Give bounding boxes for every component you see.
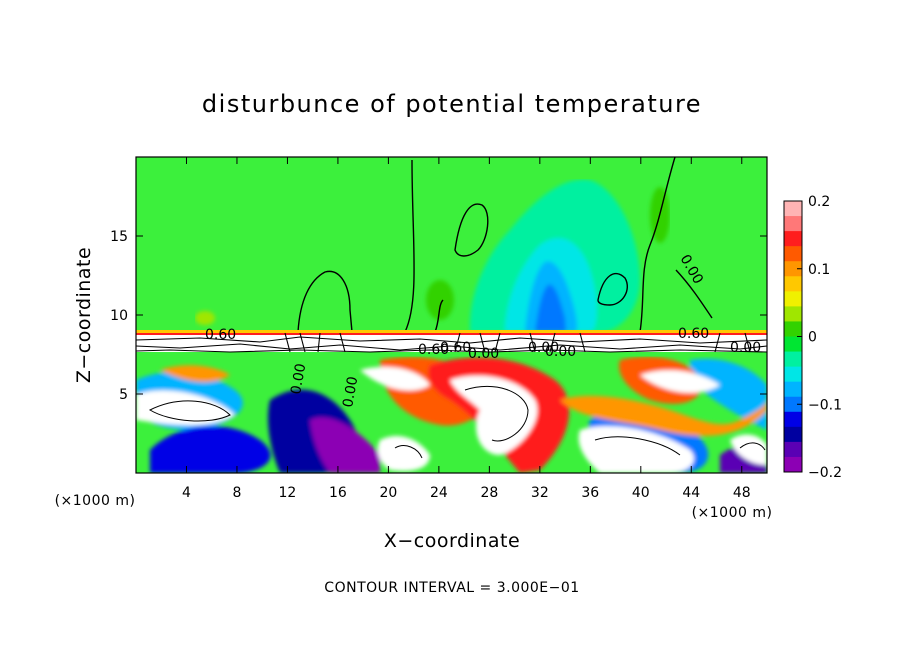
upper-coldest-core	[535, 284, 566, 332]
x-tick-label: 20	[379, 485, 397, 501]
y-axis-label: Z−coordinate	[73, 247, 95, 383]
eddy-cold	[150, 426, 271, 473]
eddy-cold	[690, 358, 767, 430]
upper-warm-patch	[426, 280, 454, 320]
x-unit-right: (×1000 m)	[692, 505, 773, 521]
colorbar-tick-label: 0	[808, 330, 817, 346]
eddy-neutral	[377, 435, 430, 472]
eddy-neutral	[136, 390, 235, 425]
contour-line	[136, 349, 767, 353]
colorbar-swatch	[784, 456, 802, 473]
upper-warm-patch	[195, 311, 215, 325]
eddy-warm	[160, 365, 230, 382]
contour-interval-note: CONTOUR INTERVAL = 3.000E−01	[324, 580, 579, 596]
x-unit-left: (×1000 m)	[55, 493, 136, 509]
colorbar-swatch	[784, 396, 802, 413]
y-axis-ticks: 5 10 15	[110, 229, 767, 403]
colorbar-swatch	[784, 426, 802, 443]
x-tick-label: 48	[733, 485, 751, 501]
contour-line	[394, 445, 423, 459]
interface-band	[136, 330, 767, 333]
chart-title: disturbunce of potential temperature	[202, 90, 702, 118]
eddy-neutral	[640, 370, 720, 393]
eddy-warm	[560, 395, 767, 436]
colorbar-swatch	[784, 366, 802, 383]
y-tick-label: 10	[110, 308, 128, 324]
colorbar-swatch	[784, 216, 802, 232]
contour-line	[739, 442, 766, 451]
contour-label: 0.00	[545, 344, 576, 360]
x-tick-label: 32	[531, 485, 549, 501]
contour-line	[136, 336, 767, 344]
contour-line	[639, 157, 676, 333]
contour-line	[284, 332, 751, 353]
y-tick-label: 5	[119, 387, 128, 403]
colorbar-ticks: 0.2 0.1 0 −0.1 −0.2	[797, 194, 842, 481]
colorbar-swatch	[784, 351, 802, 368]
x-axis-ticks: 4 8 12 16 20 24 28 32 36 40 44 48	[182, 157, 751, 501]
interface-band	[136, 333, 767, 335]
colorbar-swatch	[784, 441, 802, 458]
colorbar-swatch	[784, 306, 802, 322]
contour-line	[297, 270, 353, 333]
plot-area: 0.60 0.00 0.00 0.60 0.60 0.00 0.00 0.00 …	[136, 157, 767, 473]
contour-label: 0.60	[678, 326, 709, 342]
y-tick-label: 15	[110, 229, 128, 245]
contour-label: 0.00	[528, 340, 559, 356]
contour-label: 0.60	[440, 340, 471, 356]
x-tick-label: 24	[430, 485, 448, 501]
colorbar-swatch	[784, 321, 802, 337]
contour-label: 0.00	[340, 375, 361, 408]
contour-label: 0.00	[468, 346, 499, 362]
x-tick-label: 16	[329, 485, 347, 501]
contour-line	[594, 436, 681, 456]
contour-line	[675, 269, 713, 319]
contour-label: 0.00	[288, 362, 309, 395]
colorbar-swatch	[784, 381, 802, 398]
contour-line	[148, 400, 231, 422]
contour-line	[136, 343, 767, 351]
colorbar-tick-label: 0.1	[808, 262, 830, 278]
contour-label: 0.60	[418, 342, 449, 358]
colorbar-tick-label: −0.1	[808, 397, 842, 413]
contour-label: 0.00	[730, 340, 761, 356]
eddy-neutral	[360, 366, 430, 391]
eddy-neutral	[730, 434, 767, 465]
contour-line	[597, 273, 628, 306]
contour-line	[404, 159, 415, 333]
eddy-neutral	[450, 375, 538, 455]
x-axis-label: X−coordinate	[384, 530, 520, 552]
x-tick-label: 12	[279, 485, 297, 501]
x-tick-label: 4	[182, 485, 191, 501]
contour-line	[454, 203, 489, 257]
colorbar-swatch	[784, 261, 802, 277]
x-tick-label: 44	[682, 485, 700, 501]
colorbar-swatch	[784, 231, 802, 247]
colorbar-swatch	[784, 411, 802, 428]
contour-label: 0.60	[205, 327, 236, 343]
x-tick-label: 40	[632, 485, 650, 501]
x-tick-label: 8	[232, 485, 241, 501]
colorbar-swatch	[784, 276, 802, 292]
colorbar-swatch	[784, 246, 802, 262]
colorbar-swatch	[784, 336, 802, 353]
contour-line	[464, 386, 529, 442]
colorbar	[784, 201, 802, 473]
colorbar-swatch	[784, 291, 802, 307]
contour-line	[434, 299, 444, 333]
eddy-cold	[310, 417, 380, 473]
x-tick-label: 36	[581, 485, 599, 501]
x-tick-label: 28	[480, 485, 498, 501]
colorbar-swatch	[784, 201, 802, 217]
colorbar-tick-label: 0.2	[808, 194, 830, 210]
colorbar-tick-label: −0.2	[808, 465, 842, 481]
